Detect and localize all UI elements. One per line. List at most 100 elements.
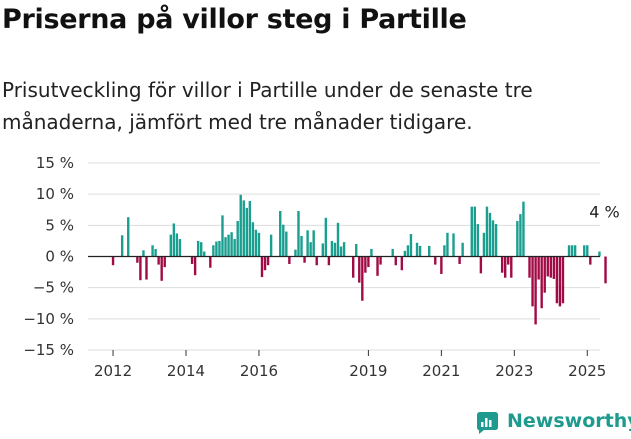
- bar: [558, 256, 562, 307]
- bar: [570, 245, 574, 257]
- x-tick-label: 2025: [568, 362, 606, 380]
- bar: [339, 246, 343, 257]
- bar: [370, 249, 373, 257]
- bar: [120, 235, 124, 257]
- y-axis: −15 % −10 % −5 % 0 % 5 % 10 % 15 %: [23, 154, 74, 359]
- bar: [172, 223, 176, 257]
- bar: [257, 232, 261, 257]
- bar: [598, 251, 601, 257]
- bar: [233, 239, 236, 257]
- bar: [251, 222, 255, 257]
- bar: [245, 207, 248, 257]
- bar: [522, 201, 525, 257]
- x-axis: 2012 2014 2016 2019 2021 2023 2025: [94, 350, 606, 380]
- bar: [212, 245, 215, 257]
- bar: [327, 256, 331, 266]
- last-value-annotation: 4 %: [589, 203, 619, 222]
- bar: [330, 240, 334, 257]
- bar: [443, 245, 446, 257]
- bar: [440, 256, 443, 274]
- bar: [333, 242, 337, 257]
- bar: [482, 232, 486, 257]
- y-tick-label: 0 %: [45, 248, 74, 266]
- bar-chart: −15 %−10 %−5 %0 %5 %10 %15 % 2012 2014 201…: [23, 154, 619, 380]
- bar: [209, 256, 212, 268]
- bar: [160, 256, 163, 281]
- bar: [488, 212, 492, 257]
- bar: [537, 256, 540, 280]
- bar: [163, 256, 166, 268]
- bar: [190, 256, 194, 264]
- bar: [218, 240, 221, 257]
- x-tick-label: 2021: [422, 362, 460, 380]
- bar: [324, 217, 328, 257]
- bar: [561, 256, 565, 304]
- bar: [169, 234, 172, 257]
- y-tick-label: 5 %: [45, 216, 74, 234]
- bar: [415, 242, 419, 257]
- bar: [470, 206, 473, 257]
- bar: [178, 239, 182, 257]
- bar: [406, 245, 410, 257]
- bar: [285, 231, 288, 257]
- bar: [157, 256, 160, 265]
- bar: [288, 256, 291, 264]
- bar: [376, 256, 379, 276]
- bar: [494, 224, 498, 257]
- bar: [200, 242, 203, 257]
- bar: [139, 256, 142, 281]
- bar: [321, 243, 324, 257]
- bar: [504, 256, 507, 278]
- newsworthy-logo-icon: [477, 412, 498, 434]
- bar: [546, 256, 549, 277]
- x-tick-label: 2016: [240, 362, 278, 380]
- bar: [297, 211, 300, 257]
- bar: [418, 245, 422, 257]
- bar: [534, 256, 537, 325]
- bar: [452, 233, 455, 257]
- x-tick-label: 2012: [94, 362, 132, 380]
- bar: [507, 256, 510, 265]
- bar: [394, 256, 397, 266]
- bar: [379, 256, 382, 265]
- bar: [154, 249, 157, 257]
- bar: [364, 256, 367, 273]
- bar: [434, 256, 437, 265]
- bar: [239, 194, 242, 257]
- bar: [230, 232, 233, 257]
- y-tick-label: −15 %: [23, 341, 74, 359]
- y-tick-label: −5 %: [33, 279, 74, 297]
- bar: [586, 245, 589, 257]
- bar: [151, 245, 154, 257]
- bar: [549, 256, 552, 278]
- bar: [428, 245, 431, 257]
- bar: [355, 244, 358, 257]
- bar: [309, 242, 312, 257]
- bar: [540, 256, 543, 309]
- bar: [260, 256, 264, 278]
- bar: [403, 250, 407, 257]
- bar: [312, 230, 315, 257]
- bar: [242, 200, 245, 257]
- y-tick-label: −10 %: [23, 310, 74, 328]
- bar: [263, 256, 267, 271]
- bar: [604, 256, 607, 284]
- bar: [476, 224, 480, 257]
- chart-subtitle: Prisutveckling för villor i Partille und…: [2, 78, 533, 134]
- bar: [528, 256, 531, 278]
- bar: [127, 217, 130, 257]
- bar: [142, 250, 145, 257]
- bar: [361, 256, 364, 301]
- bar: [531, 256, 534, 307]
- bar: [269, 234, 273, 257]
- bar: [358, 256, 361, 283]
- bar: [175, 233, 179, 257]
- bar: [336, 222, 340, 257]
- bar: [224, 237, 227, 257]
- bar: [446, 232, 449, 257]
- y-tick-label: 15 %: [36, 154, 74, 172]
- bar: [203, 251, 206, 257]
- bar: [352, 256, 355, 278]
- bar: [294, 249, 297, 257]
- bar: [227, 234, 230, 257]
